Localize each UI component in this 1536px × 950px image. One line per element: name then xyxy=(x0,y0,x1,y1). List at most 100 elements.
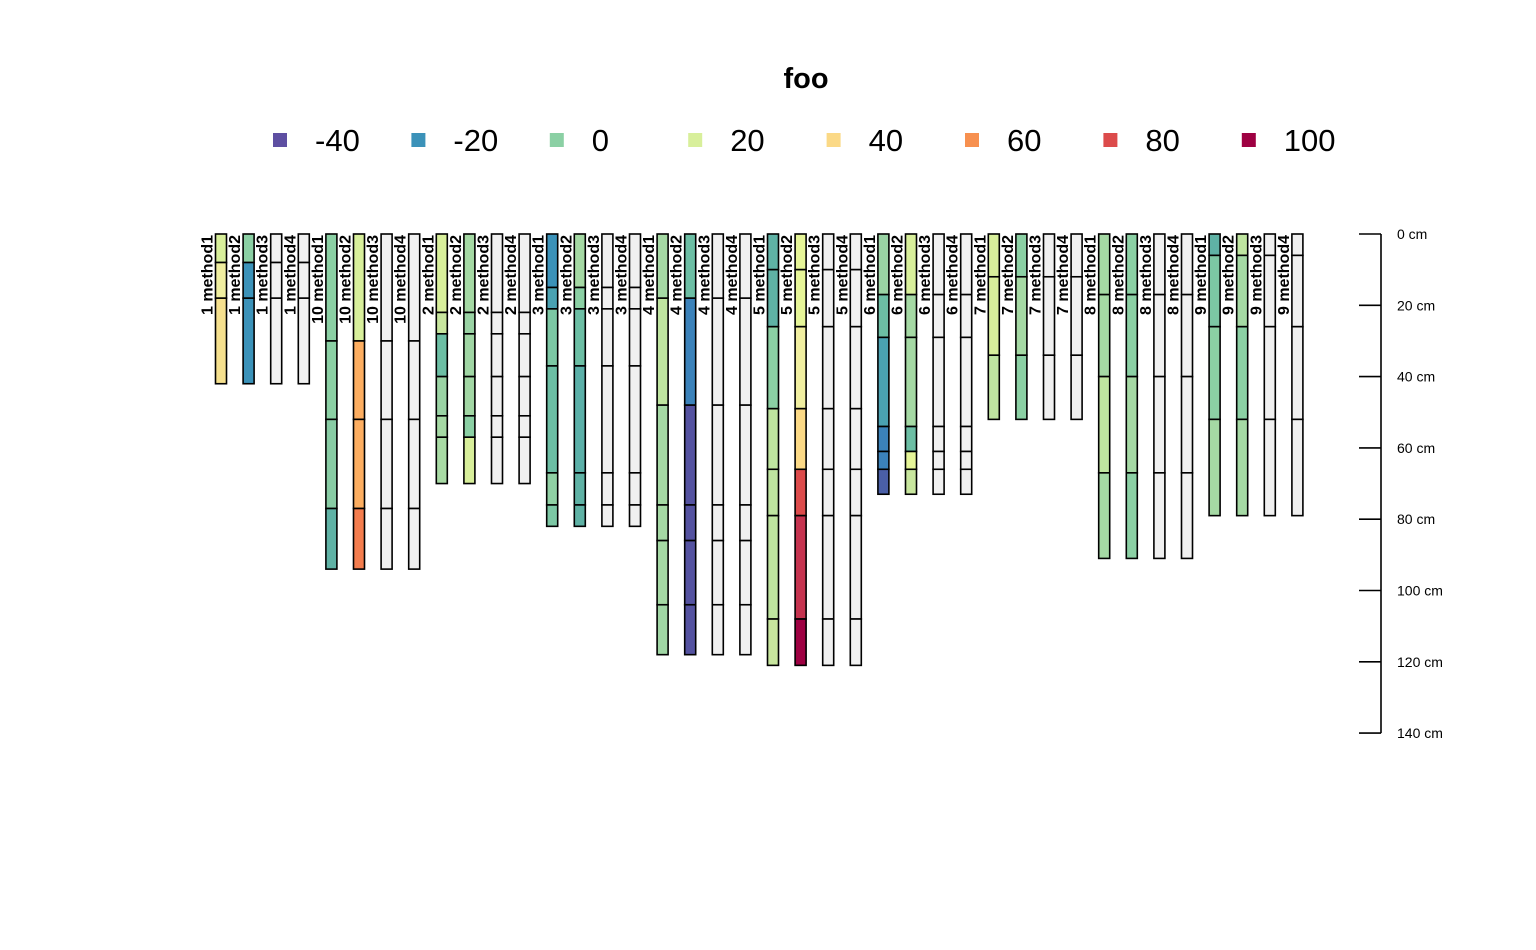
horizon xyxy=(490,436,504,485)
horizon xyxy=(628,504,642,528)
horizon xyxy=(490,311,504,335)
horizon xyxy=(987,275,1001,357)
horizon xyxy=(601,233,614,289)
profile-group: 4 method1 4 method2 4 method3 4 method4 xyxy=(641,233,752,656)
profile-column: 10 method2 xyxy=(338,233,366,570)
legend-swatch xyxy=(1241,133,1256,147)
horizon xyxy=(739,297,752,406)
profile-label: 3 method2 xyxy=(558,235,575,315)
profile-label: 4 method4 xyxy=(724,235,741,315)
profile-label: 9 method3 xyxy=(1248,235,1265,315)
profile-label: 6 method3 xyxy=(917,235,934,315)
horizon xyxy=(297,233,311,264)
horizon xyxy=(1015,275,1028,357)
horizon xyxy=(904,468,918,496)
horizon xyxy=(1097,472,1111,560)
horizon xyxy=(821,268,835,328)
horizon xyxy=(849,618,863,667)
profile-label: 9 method2 xyxy=(1221,235,1238,315)
profile-label: 7 method3 xyxy=(1028,235,1045,315)
profile-label: 2 method4 xyxy=(503,235,520,315)
horizon xyxy=(1042,275,1056,357)
legend-swatch xyxy=(688,133,703,147)
horizon xyxy=(242,233,255,264)
profile-label: 2 method1 xyxy=(420,235,437,315)
horizon xyxy=(1208,418,1221,517)
horizon xyxy=(877,468,890,496)
horizon xyxy=(932,425,945,453)
profile-label: 8 method3 xyxy=(1138,235,1155,315)
horizon xyxy=(407,233,421,342)
horizon xyxy=(352,233,366,342)
horizon xyxy=(794,468,807,517)
horizon xyxy=(1235,418,1249,517)
horizon xyxy=(794,233,807,271)
horizon xyxy=(904,425,918,453)
horizon xyxy=(490,415,504,439)
horizon xyxy=(407,418,421,510)
horizon xyxy=(545,472,559,506)
legend: -40 -20 0 20 40 60 80 100 xyxy=(273,123,1336,158)
profile-label: 1 method2 xyxy=(227,235,244,315)
horizon xyxy=(877,233,890,296)
horizon xyxy=(628,308,642,367)
horizon xyxy=(821,514,835,620)
horizon xyxy=(545,365,559,474)
horizon xyxy=(214,261,228,299)
horizon xyxy=(1263,325,1277,421)
horizon xyxy=(683,603,697,656)
legend-label: 40 xyxy=(869,123,903,158)
horizon xyxy=(380,418,393,510)
horizon xyxy=(1125,472,1139,560)
legend-swatch xyxy=(1103,133,1118,147)
depth-tick-label: 0 cm xyxy=(1397,226,1427,242)
profile-column: 6 method3 xyxy=(917,233,945,496)
profile-column: 4 method3 xyxy=(696,233,725,656)
horizon xyxy=(766,468,780,517)
horizon xyxy=(214,233,228,264)
horizon xyxy=(1180,472,1194,560)
profile-group: 7 method1 7 method2 7 method3 7 method4 xyxy=(972,233,1083,421)
horizon xyxy=(297,297,311,385)
horizon xyxy=(877,336,890,428)
horizon xyxy=(325,340,338,421)
horizon xyxy=(904,233,918,296)
horizon xyxy=(711,539,725,606)
profile-column: 9 method2 xyxy=(1221,233,1249,517)
horizon xyxy=(1291,254,1304,328)
horizon xyxy=(794,268,807,328)
horizon xyxy=(849,233,863,271)
profile-label: 4 method1 xyxy=(641,235,658,315)
horizon xyxy=(683,504,697,542)
horizon xyxy=(987,233,1001,278)
profile-label: 7 method2 xyxy=(1000,235,1017,315)
horizon xyxy=(877,450,890,471)
horizon xyxy=(545,233,559,289)
legend-swatch xyxy=(411,133,426,147)
horizon xyxy=(959,293,973,339)
depth-axis: 0 cm 20 cm 40 cm 60 cm 80 cm 100 cm 120 cm 140 … xyxy=(1359,226,1443,741)
horizon xyxy=(1291,233,1304,257)
horizon xyxy=(242,297,255,385)
profile-label: 5 method4 xyxy=(834,235,851,315)
horizon xyxy=(683,404,697,506)
horizon xyxy=(711,404,725,506)
horizon xyxy=(959,450,973,471)
horizon xyxy=(545,504,559,528)
profile-label: 1 method4 xyxy=(282,235,299,315)
profile-group: 2 method1 2 method2 2 method3 2 method4 xyxy=(420,233,531,485)
profile-column: 1 method2 xyxy=(227,233,255,385)
horizon xyxy=(1208,325,1221,421)
legend-swatch xyxy=(826,133,841,147)
horizon xyxy=(656,603,669,656)
profile-column: 9 method4 xyxy=(1276,233,1304,517)
horizon xyxy=(766,407,780,471)
horizon xyxy=(739,404,752,506)
profile-column: 6 method2 xyxy=(890,233,918,496)
profile-label: 4 method2 xyxy=(669,235,686,315)
horizon xyxy=(490,233,504,314)
horizon xyxy=(1070,354,1083,421)
horizon xyxy=(794,407,807,471)
horizon xyxy=(297,261,311,299)
horizon xyxy=(656,539,669,606)
